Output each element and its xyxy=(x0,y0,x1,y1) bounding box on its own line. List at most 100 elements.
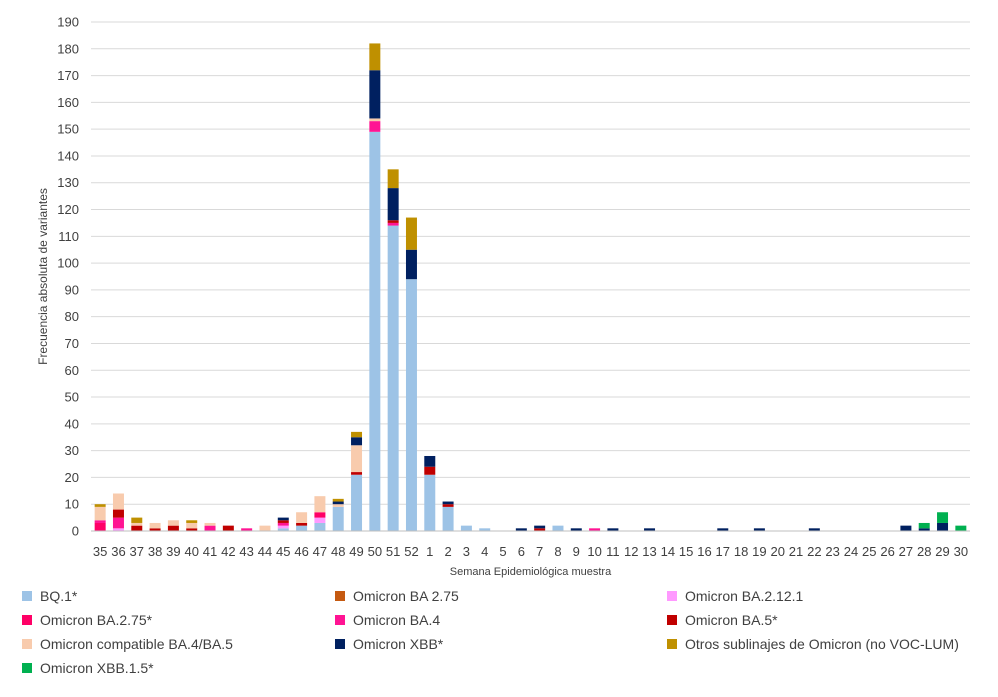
bar-segment xyxy=(149,528,161,531)
x-tick-label: 47 xyxy=(313,544,327,559)
bar-segment xyxy=(442,501,454,505)
bar-segment xyxy=(405,249,417,280)
bar-segment xyxy=(405,217,417,250)
x-tick-label: 21 xyxy=(789,544,803,559)
legend-swatch xyxy=(667,615,677,625)
x-tick-label: 22 xyxy=(807,544,821,559)
legend-label: Omicron compatible BA.4/BA.5 xyxy=(40,636,233,652)
x-tick-label: 13 xyxy=(642,544,656,559)
bar-segment xyxy=(918,522,930,529)
y-tick-label: 80 xyxy=(65,309,79,324)
bar-segment xyxy=(131,522,143,526)
bar-segment xyxy=(644,528,656,531)
x-tick-label: 8 xyxy=(554,544,561,559)
bar-segment xyxy=(131,517,143,523)
bar-segment xyxy=(222,525,234,531)
bar-segment xyxy=(204,522,216,526)
x-tick-label: 36 xyxy=(111,544,125,559)
bar-segment xyxy=(314,512,326,518)
bar-segment xyxy=(296,525,308,531)
legend-label: BQ.1* xyxy=(40,588,78,604)
legend-swatch xyxy=(335,639,345,649)
bar-segment xyxy=(534,528,546,531)
bar-segment xyxy=(387,222,399,226)
bar-segment xyxy=(351,474,363,531)
y-tick-label: 170 xyxy=(57,68,79,83)
x-tick-label: 29 xyxy=(935,544,949,559)
bar-segment xyxy=(131,525,143,531)
y-tick-label: 130 xyxy=(57,175,79,190)
bar-segment xyxy=(94,522,106,531)
legend-label: Otros sublinajes de Omicron (no VOC-LUM) xyxy=(685,636,959,652)
legend-swatch xyxy=(667,591,677,601)
bar-segment xyxy=(937,512,949,523)
legend-swatch xyxy=(22,615,32,625)
bar-segment xyxy=(296,512,308,523)
legend-item: Omicron compatible BA.4/BA.5 xyxy=(22,636,233,652)
x-tick-label: 52 xyxy=(404,544,418,559)
x-axis-label: Semana Epidemiológica muestra xyxy=(450,566,612,578)
bar-segment xyxy=(424,455,436,467)
bar-segment xyxy=(717,528,729,531)
legend-swatch xyxy=(22,591,32,601)
bar-segment xyxy=(918,528,930,531)
bar-segment xyxy=(332,506,344,531)
bar-segment xyxy=(332,501,344,505)
legend-item: Omicron BA.2.12.1 xyxy=(667,588,803,604)
bar-segment xyxy=(387,220,399,223)
legend-label: Omicron XBB* xyxy=(353,636,444,652)
bar-segment xyxy=(351,431,363,438)
bar-segment xyxy=(277,528,289,531)
legend-item: Omicron BA.2.75* xyxy=(22,612,152,628)
bar-segment xyxy=(937,522,949,531)
x-tick-label: 43 xyxy=(239,544,253,559)
bar-segment xyxy=(369,70,381,119)
y-tick-label: 30 xyxy=(65,443,79,458)
bar-segment xyxy=(186,528,198,531)
bar-segment xyxy=(259,525,271,531)
x-tick-label: 5 xyxy=(499,544,506,559)
bar-segment xyxy=(314,496,326,513)
legend-item: Otros sublinajes de Omicron (no VOC-LUM) xyxy=(667,636,959,652)
x-tick-label: 19 xyxy=(752,544,766,559)
bar-segment xyxy=(424,466,436,475)
legend-label: Omicron BA.4 xyxy=(353,612,441,628)
bar-segment xyxy=(241,528,253,531)
y-tick-label: 160 xyxy=(57,95,79,110)
y-tick-label: 70 xyxy=(65,336,79,351)
y-tick-label: 140 xyxy=(57,148,79,163)
y-tick-label: 190 xyxy=(57,15,79,30)
legend-label: Omicron BA 2.75 xyxy=(353,588,459,604)
bar-segment xyxy=(442,504,454,507)
bar-segment xyxy=(369,43,381,71)
x-tick-label: 51 xyxy=(386,544,400,559)
legend-label: Omicron BA.2.12.1 xyxy=(685,588,804,604)
legend-swatch xyxy=(335,591,345,601)
y-tick-label: 180 xyxy=(57,41,79,56)
x-tick-label: 50 xyxy=(368,544,382,559)
bar-segment xyxy=(607,528,619,531)
x-tick-label: 10 xyxy=(587,544,601,559)
bar-segment xyxy=(351,445,363,473)
x-tick-label: 12 xyxy=(624,544,638,559)
stacked-bar-chart: 0102030405060708090100110120130140150160… xyxy=(36,15,970,578)
legend-swatch xyxy=(22,663,32,673)
legend-swatch xyxy=(667,639,677,649)
bar-segment xyxy=(387,169,399,189)
legend-item: Omicron BA.4 xyxy=(335,612,440,628)
bar-segment xyxy=(351,472,363,475)
legend-label: Omicron BA.5* xyxy=(685,612,778,628)
bar-segment xyxy=(112,509,124,518)
x-tick-label: 14 xyxy=(661,544,675,559)
x-tick-label: 4 xyxy=(481,544,488,559)
x-tick-label: 40 xyxy=(184,544,198,559)
legend-item: Omicron XBB* xyxy=(335,636,443,652)
bar-segment xyxy=(332,498,344,502)
bar-segment xyxy=(955,525,967,531)
bar-segment xyxy=(753,528,765,531)
bar-segment xyxy=(534,525,546,529)
x-tick-label: 20 xyxy=(770,544,784,559)
bar-segment xyxy=(369,131,381,531)
y-tick-label: 150 xyxy=(57,122,79,137)
x-tick-label: 9 xyxy=(573,544,580,559)
